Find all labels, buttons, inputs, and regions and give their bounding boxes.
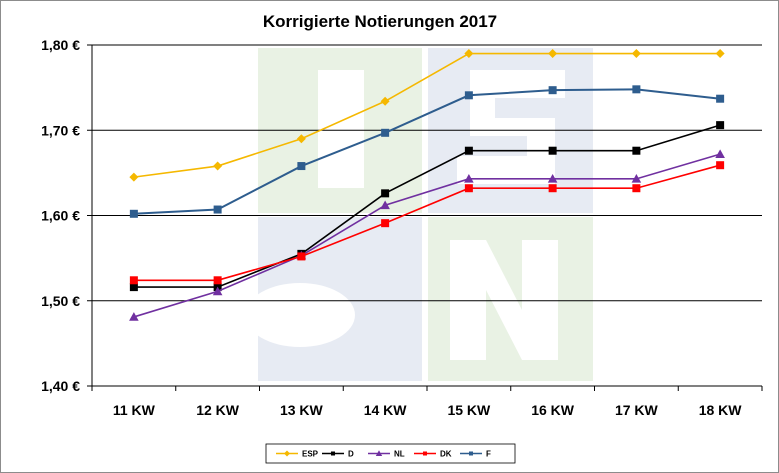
data-point-d [129, 283, 138, 292]
y-tick-label: 1,40 € [41, 378, 80, 394]
data-point-f [213, 205, 222, 214]
x-tick-label: 16 KW [531, 402, 575, 418]
legend-item-nl: NL [368, 450, 405, 459]
data-point-dk [548, 184, 557, 193]
data-point-f [381, 128, 390, 137]
data-point-nl [547, 174, 558, 183]
x-tick-label: 13 KW [280, 402, 324, 418]
data-point-f [716, 94, 725, 103]
y-tick-label: 1,50 € [41, 293, 80, 309]
legend-label-nl: NL [394, 450, 405, 459]
gridlines [92, 44, 762, 302]
x-tick-label: 14 KW [364, 402, 408, 418]
series-line-f [133, 88, 721, 215]
data-point-esp [548, 49, 558, 59]
data-point-nl [380, 200, 390, 210]
data-point-f [464, 91, 473, 100]
data-point-f [548, 86, 557, 95]
series-group [129, 49, 725, 321]
y-tick-label: 1,60 € [41, 208, 80, 224]
legend-marker-dk [423, 451, 427, 456]
data-point-f [297, 162, 306, 171]
legend-label-f: F [486, 450, 491, 459]
series-line-d [133, 124, 721, 288]
data-point-dk [129, 276, 138, 285]
series-nl [129, 149, 725, 321]
data-point-dk [632, 184, 641, 193]
legend: ESP D NL DK F [276, 450, 491, 459]
y-tick-label: 1,70 € [41, 122, 80, 138]
data-point-f [129, 209, 138, 218]
data-point-esp [715, 49, 725, 59]
chart-title: Korrigierte Notierungen 2017 [263, 12, 497, 31]
data-point-nl [464, 174, 474, 183]
data-point-nl [631, 174, 642, 183]
x-tick-label: 12 KW [196, 402, 240, 418]
legend-item-esp: ESP [276, 450, 319, 459]
x-tick-label: 18 KW [699, 402, 743, 418]
x-axis-ticks: 11 KW 12 KW 13 KW 14 KW 15 KW 16 KW 17 KW 18 KW [91, 386, 763, 418]
data-point-esp [296, 134, 306, 144]
x-tick-label: 15 KW [447, 402, 491, 418]
data-point-esp [464, 49, 474, 59]
series-line-nl [133, 153, 721, 318]
legend-marker-nl [375, 450, 383, 457]
data-point-d [381, 189, 390, 198]
x-tick-label: 11 KW [113, 402, 156, 418]
data-point-dk [716, 161, 725, 170]
legend-marker-f [469, 451, 473, 456]
data-point-d [632, 146, 641, 155]
legend-item-d: D [322, 450, 354, 459]
data-point-esp [213, 161, 223, 171]
y-axis-ticks: 1,40 € 1,50 € 1,60 € 1,70 € 1,80 € [41, 37, 92, 394]
data-point-esp [380, 96, 390, 106]
data-point-d [548, 146, 557, 155]
data-point-esp [129, 172, 139, 182]
legend-item-f: F [460, 450, 491, 459]
watermark-logo [245, 48, 593, 381]
data-point-nl [212, 286, 223, 296]
data-point-esp [631, 49, 641, 59]
data-point-dk [297, 252, 306, 261]
legend-marker-d [331, 451, 335, 456]
data-point-nl [129, 312, 139, 321]
legend-marker-esp [284, 450, 290, 457]
series-dk [129, 161, 725, 285]
legend-box [265, 443, 516, 464]
series-f [129, 85, 725, 218]
legend-label-esp: ESP [302, 450, 319, 459]
data-point-d [464, 146, 473, 155]
data-point-f [632, 85, 641, 94]
x-tick-label: 17 KW [615, 402, 659, 418]
data-point-nl [715, 149, 725, 158]
data-point-d [716, 121, 725, 130]
series-line-dk [133, 164, 721, 282]
series-line-esp [133, 52, 721, 178]
y-tick-label: 1,80 € [41, 37, 80, 53]
series-esp [129, 49, 725, 182]
legend-label-d: D [348, 450, 354, 459]
data-point-dk [464, 184, 473, 193]
data-point-dk [213, 276, 222, 285]
legend-label-dk: DK [440, 450, 452, 459]
legend-item-dk: DK [414, 450, 452, 459]
data-point-dk [381, 219, 390, 228]
